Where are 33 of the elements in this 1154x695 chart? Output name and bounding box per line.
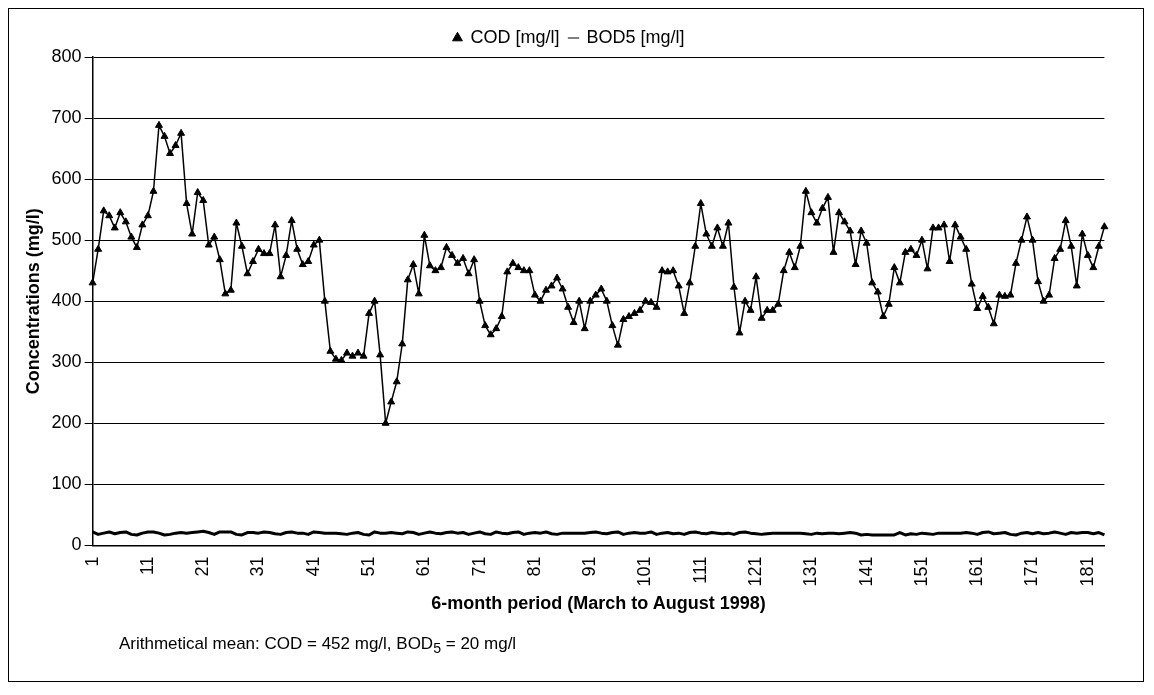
text: Arithmetical mean: COD = 452 mg/l, BOD$_{5}$ = 20 mg/l [119,634,517,657]
x-axis-title: 6-month period (March to August 1998) [431,593,766,614]
y-tick-label: 800 [51,45,82,66]
x-tick-label: 61 [413,556,434,577]
x-tick-label: 1 [81,556,102,567]
x-tick-label: 41 [302,556,323,577]
x-tick-label: 141 [855,556,876,587]
y-tick-label: 500 [51,229,82,250]
legend-label: BOD5 [mg/l] [586,26,685,47]
x-tick-label: 131 [800,556,821,587]
y-tick-label: 300 [51,351,82,372]
y-tick-label: 700 [51,107,82,128]
y-tick-label: 200 [51,412,82,433]
x-tick-label: 111 [689,556,710,584]
x-tick-label: 21 [192,556,213,577]
x-tick-label: 31 [247,556,268,577]
x-tick-label: 81 [523,556,544,577]
x-tick-label: 51 [358,556,379,577]
x-tick-label: 11 [136,556,157,576]
y-tick-label: 600 [51,168,82,189]
y-axis-title: Concentrations (mg/l) [22,208,43,395]
y-tick-label: 400 [51,290,82,311]
x-tick-label: 171 [1021,556,1042,587]
x-tick-label: 151 [910,556,931,587]
y-tick-label: 100 [51,473,82,494]
x-tick-label: 91 [579,556,600,577]
x-tick-label: 121 [745,556,766,587]
x-tick-label: 101 [634,556,655,587]
x-tick-label: 161 [966,556,987,587]
legend-label: COD [mg/l] [470,26,560,47]
y-tick-label: 0 [71,534,82,555]
x-tick-label: 181 [1076,556,1097,587]
x-tick-label: 71 [468,556,489,577]
